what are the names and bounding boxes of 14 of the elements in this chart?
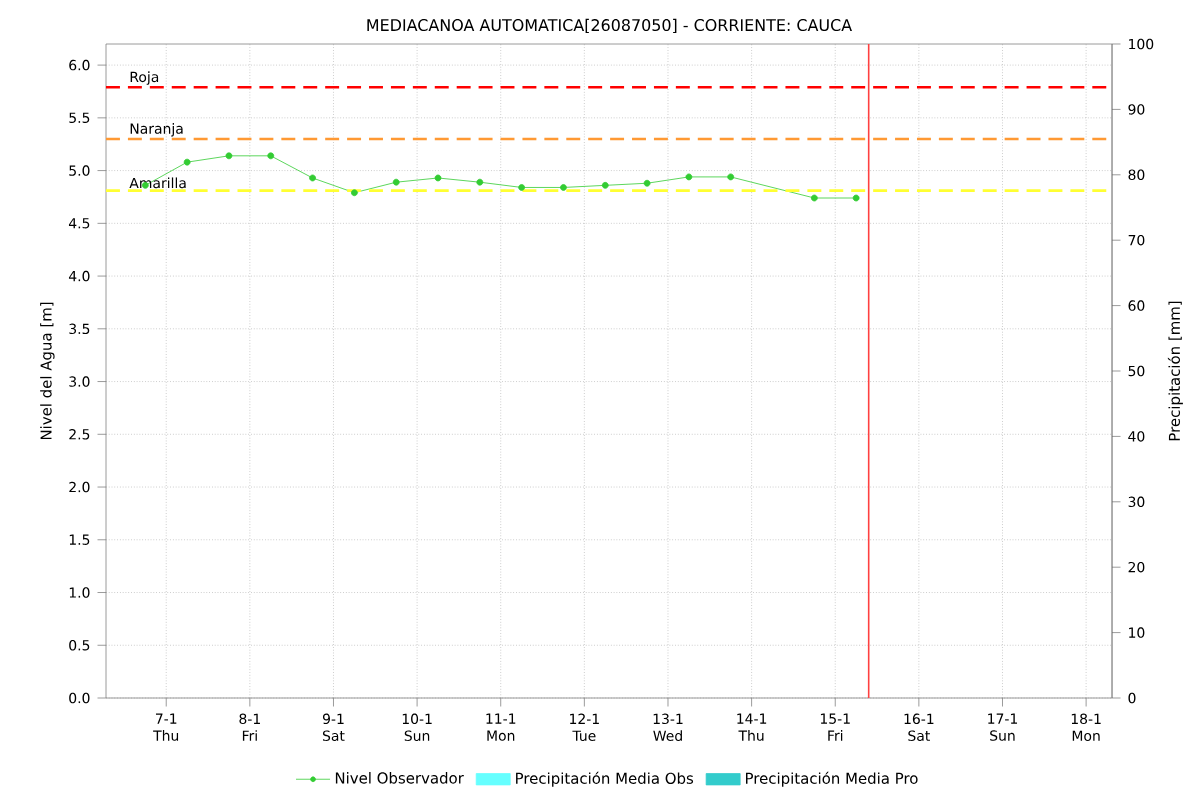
point: [601, 181, 609, 189]
point: [434, 174, 442, 182]
point: [518, 184, 526, 191]
point: [309, 174, 316, 182]
point: [685, 173, 693, 181]
point: [643, 179, 651, 187]
point: [225, 152, 233, 160]
point: [560, 184, 567, 191]
point: [727, 173, 735, 181]
point: [350, 189, 358, 197]
point: [476, 178, 484, 186]
point: [392, 178, 400, 186]
point: [267, 152, 275, 160]
point: [183, 158, 191, 166]
